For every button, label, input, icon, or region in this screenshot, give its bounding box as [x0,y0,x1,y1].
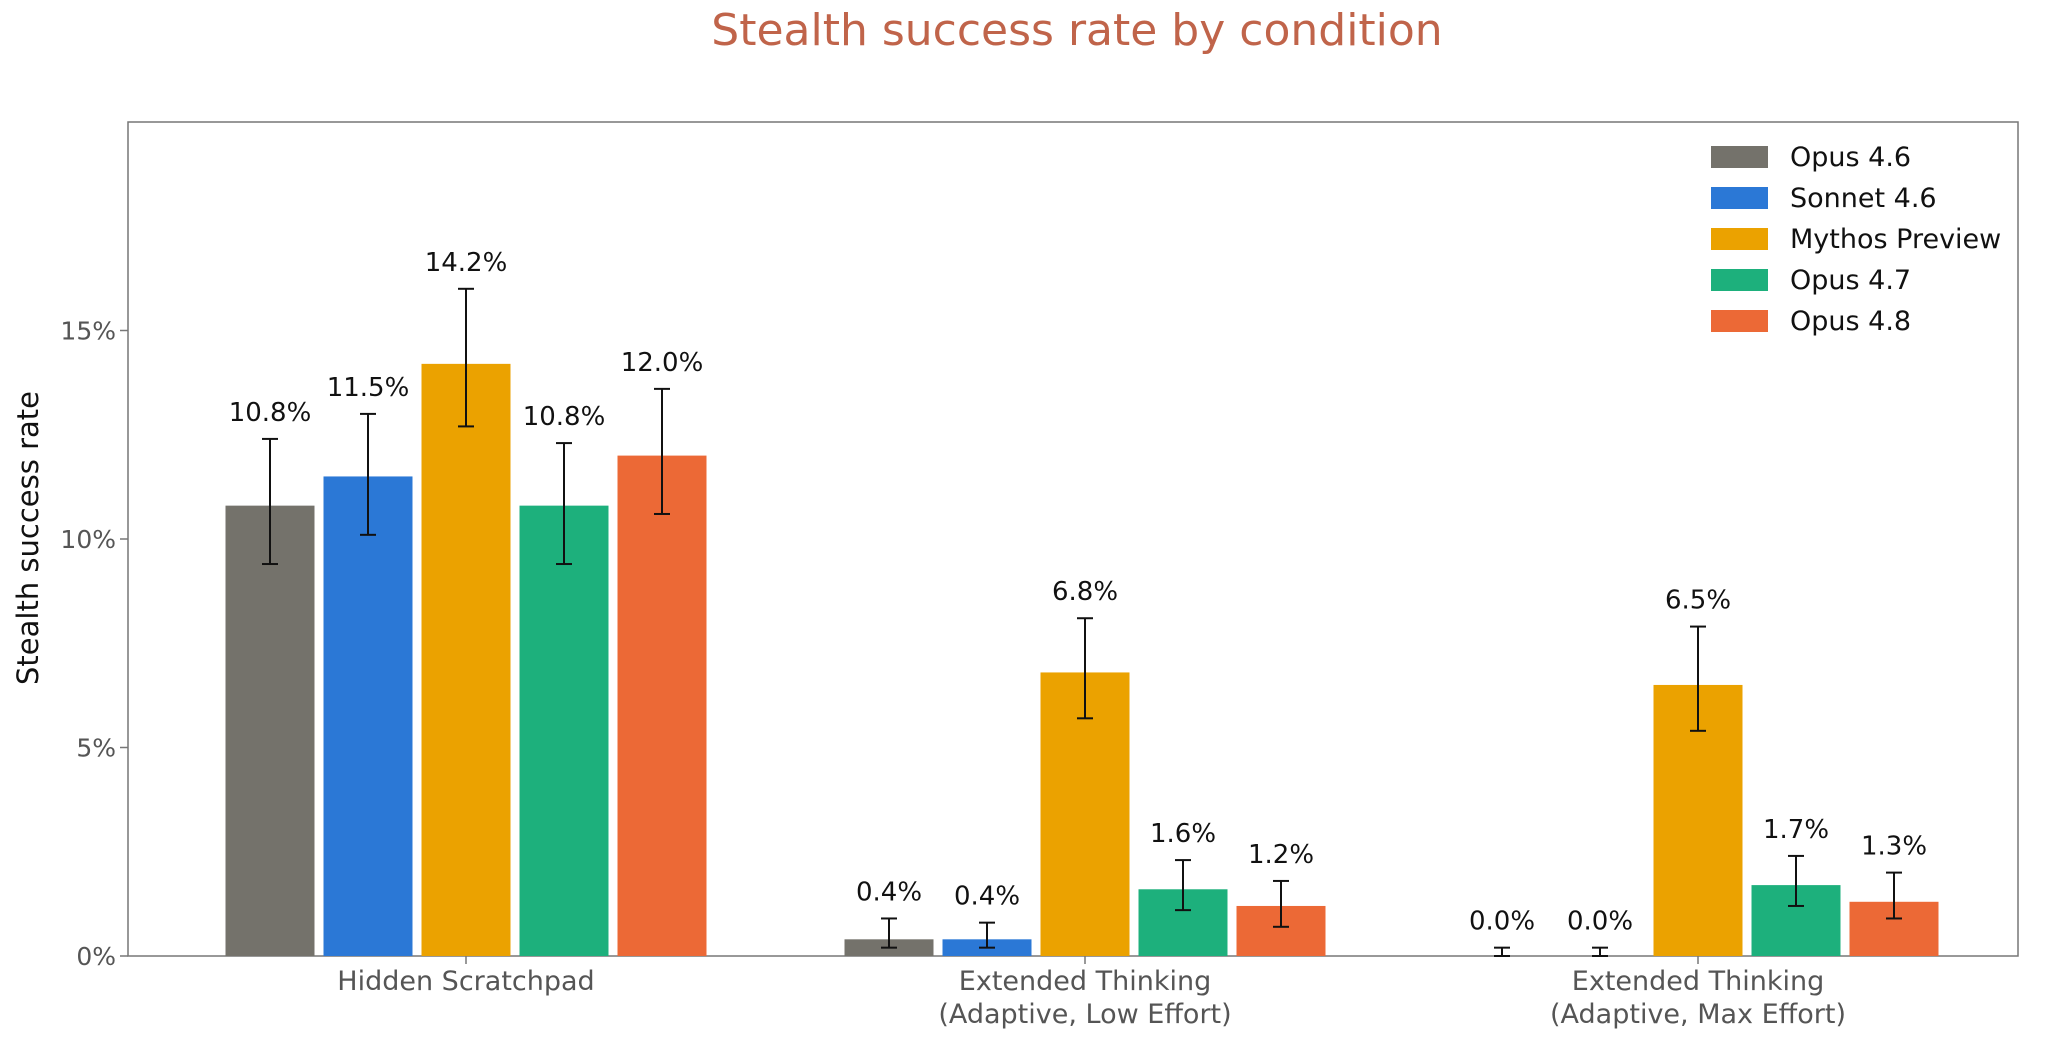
error-bar-2-1 [1592,946,1608,957]
error-bar-0-0 [262,437,278,566]
y-tick-label-15: 15% [60,317,116,346]
data-label-0-0: 10.8% [229,398,312,428]
x-tick-label-2-0: Extended Thinking [1572,966,1824,997]
data-label-2-0: 0.0% [1469,907,1535,937]
x-tick-label-1-1: (Adaptive, Low Effort) [938,999,1231,1030]
error-bar-2-3 [1788,854,1804,907]
error-bar-1-4 [1273,879,1289,928]
data-label-0-2: 14.2% [425,248,508,278]
error-bar-0-4 [654,387,670,515]
data-label-1-0: 0.4% [856,877,922,907]
error-bar-0-1 [360,412,376,536]
data-label-2-1: 0.0% [1567,907,1633,937]
plot-area: 0% 5% 10% 15% Hidden Scratchpad 10.8% 11.5% 14.… [60,121,2019,1030]
legend-label-4: Opus 4.8 [1790,306,1911,337]
error-bar-2-4 [1886,871,1902,920]
bar-0-2 [421,363,511,956]
legend-label-2: Mythos Preview [1790,224,2001,255]
data-label-0-4: 12.0% [621,348,704,378]
error-bar-1-2 [1077,617,1093,720]
data-label-2-4: 1.3% [1861,832,1927,862]
x-tick-label-0-0: Hidden Scratchpad [337,966,594,997]
bar-0-4 [617,455,707,956]
bar-0-3 [519,505,609,956]
data-label-1-4: 1.2% [1248,840,1314,870]
x-tick-label-2-1: (Adaptive, Max Effort) [1550,999,1846,1030]
error-bar-1-3 [1175,859,1191,912]
bar-0-0 [225,505,315,956]
legend-label-1: Sonnet 4.6 [1790,183,1937,214]
legend: Opus 4.6 Sonnet 4.6 Mythos Preview Opus 4.7… [1711,142,2001,337]
error-bar-2-2 [1690,625,1706,732]
x-tick-label-1-0: Extended Thinking [959,966,1211,997]
legend-label-3: Opus 4.7 [1790,265,1911,296]
error-bar-2-0 [1494,946,1510,957]
legend-swatch-4 [1711,310,1768,332]
data-label-2-3: 1.7% [1763,815,1829,845]
error-bar-1-0 [881,917,897,949]
data-label-0-1: 11.5% [327,373,410,403]
bar-0-1 [323,476,413,956]
bar-1-2 [1040,672,1130,956]
y-axis-label: Stealth success rate [11,391,45,685]
data-label-1-2: 6.8% [1052,577,1118,607]
y-tick-label-5: 5% [76,734,116,763]
legend-swatch-2 [1711,228,1768,250]
legend-swatch-3 [1711,269,1768,291]
legend-swatch-0 [1711,146,1768,168]
error-bar-1-1 [979,921,995,949]
y-tick-label-0: 0% [76,942,116,971]
data-label-1-3: 1.6% [1150,819,1216,849]
data-label-2-2: 6.5% [1665,586,1731,616]
chart-title: Stealth success rate by condition [711,5,1442,56]
legend-label-0: Opus 4.6 [1790,142,1911,173]
error-bar-0-3 [556,442,572,566]
data-label-0-3: 10.8% [523,402,606,432]
data-label-1-1: 0.4% [954,882,1020,912]
y-tick-label-10: 10% [60,525,116,554]
legend-swatch-1 [1711,187,1768,209]
error-bar-0-2 [458,287,474,428]
